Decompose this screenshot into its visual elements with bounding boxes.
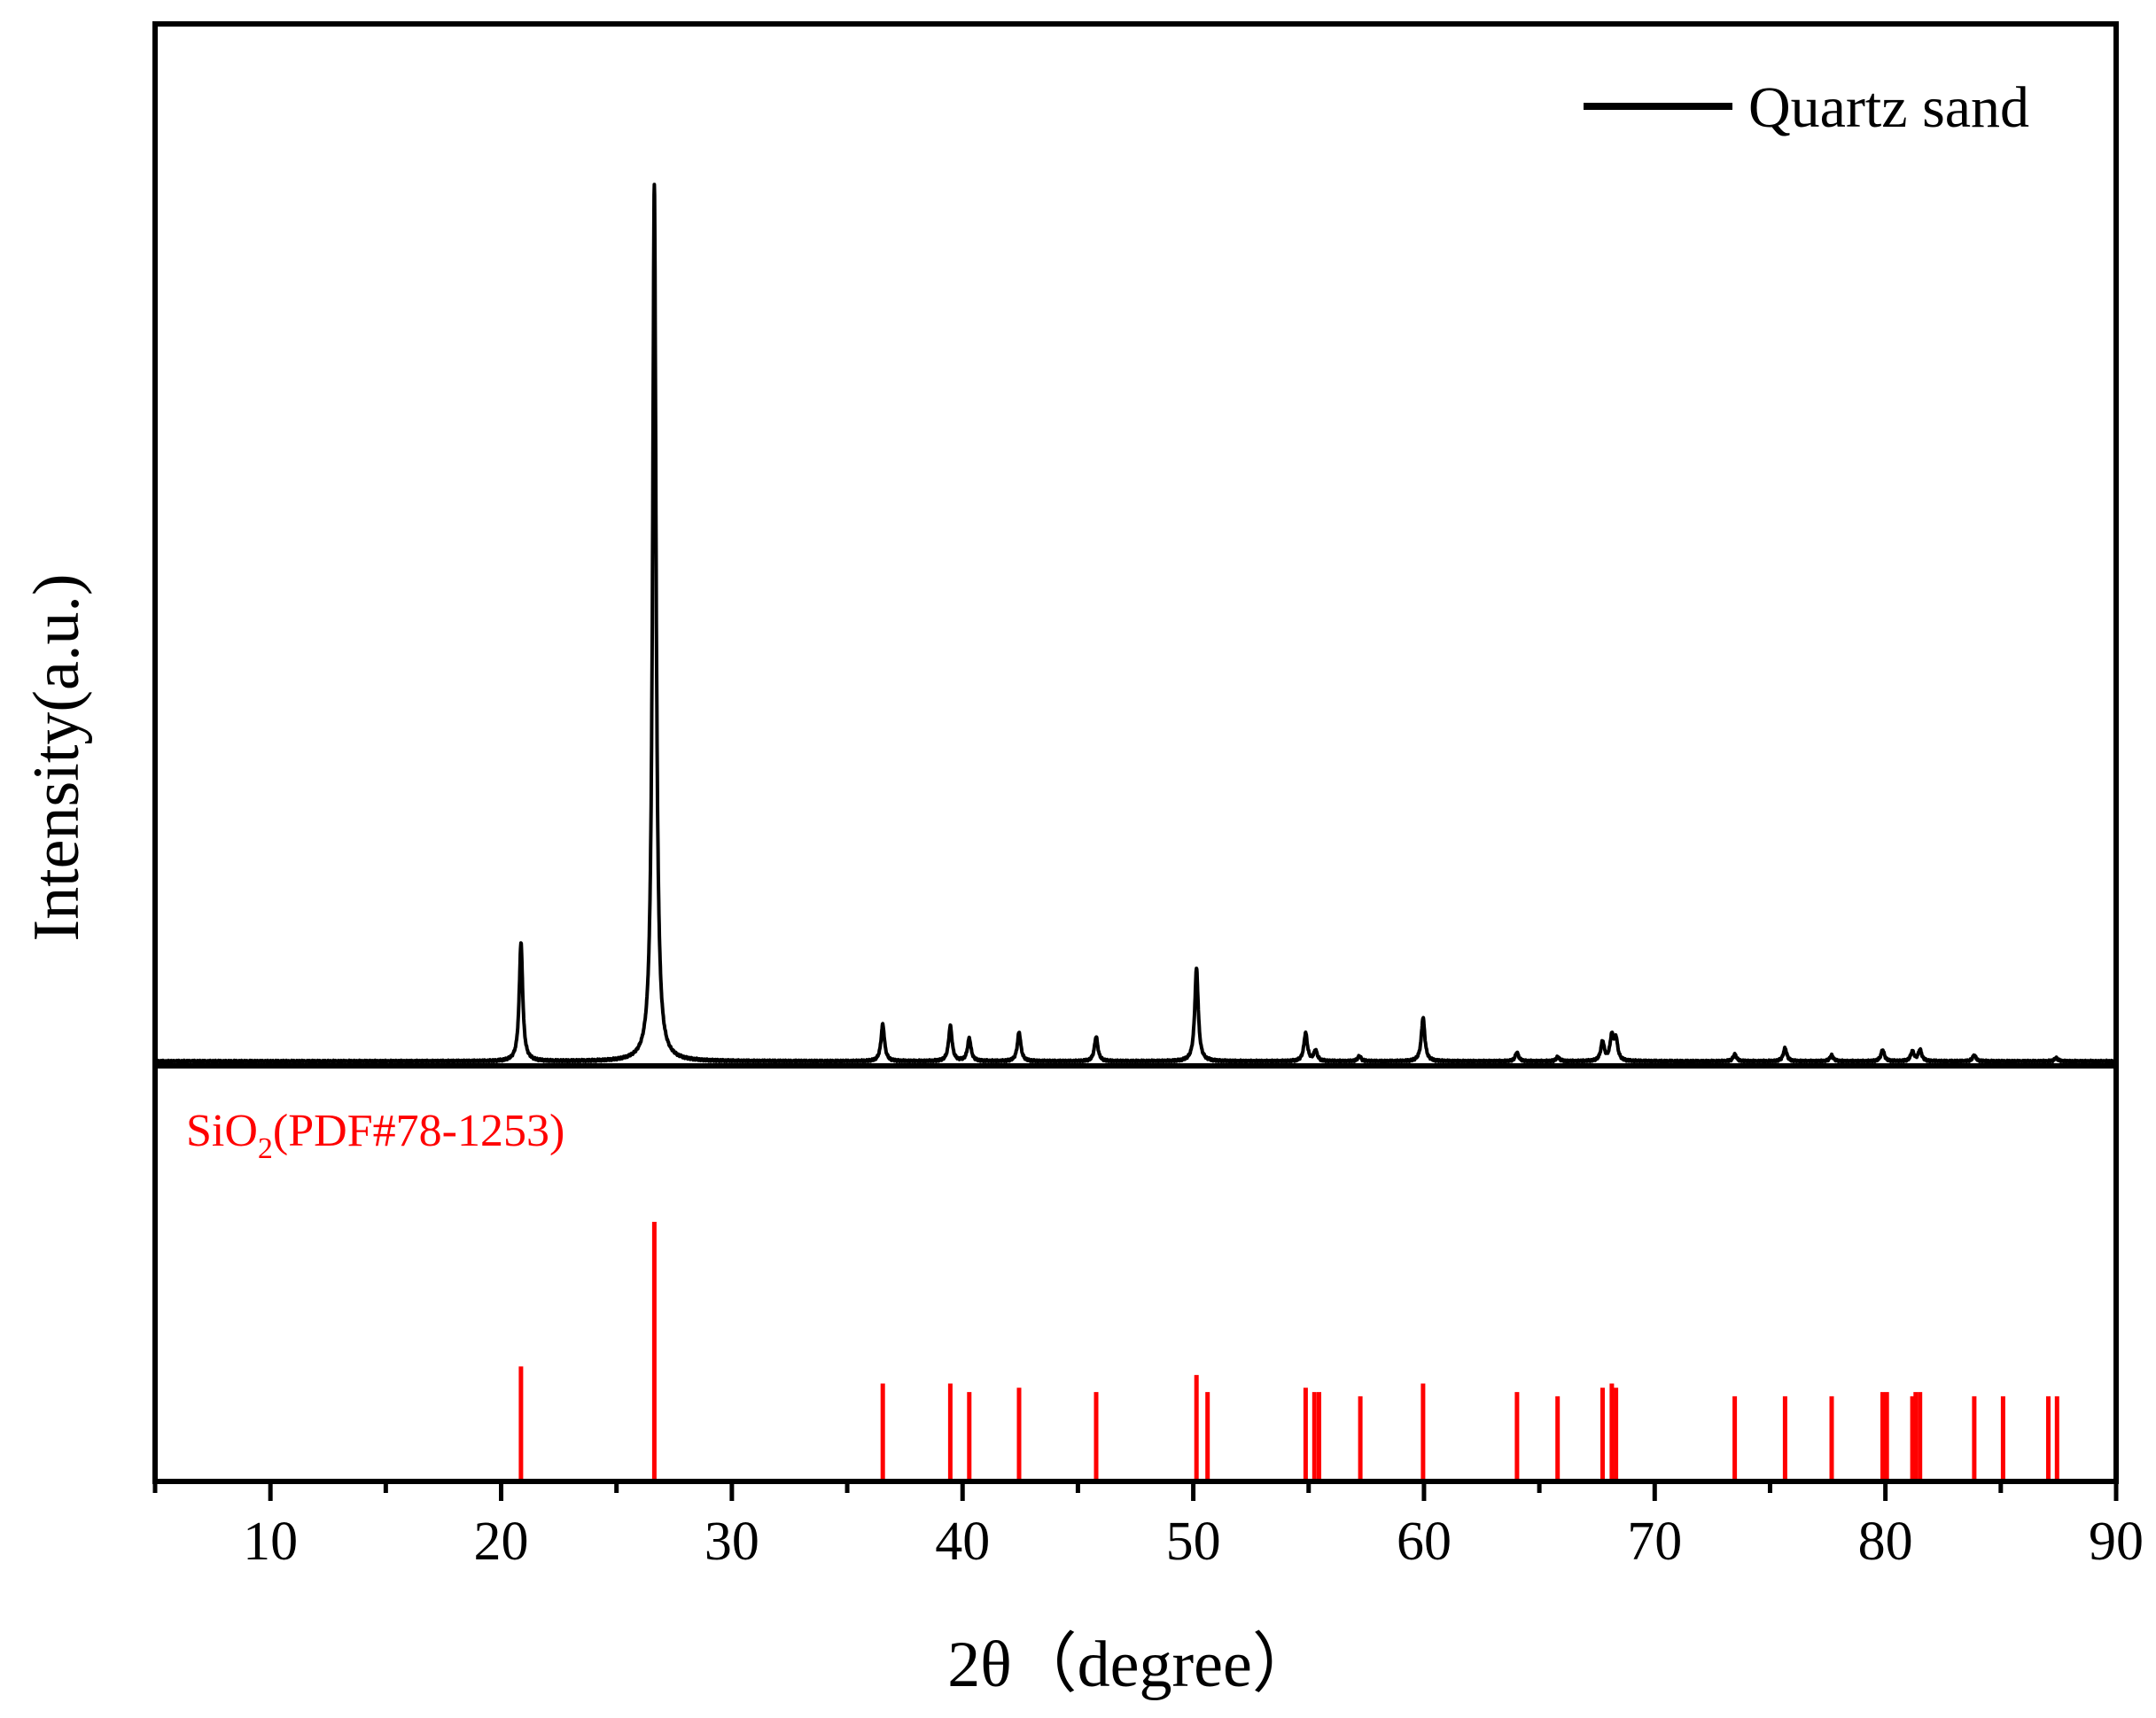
reference-label-rest: (PDF#78-1253) xyxy=(273,1106,564,1156)
x-tick-label-40: 40 xyxy=(935,1512,990,1572)
x-tick-label-90: 90 xyxy=(2089,1512,2144,1572)
reference-label: SiO2(PDF#78-1253) xyxy=(186,1106,564,1165)
x-tick-label-20: 20 xyxy=(474,1512,529,1572)
x-tick-label-60: 60 xyxy=(1397,1512,1452,1572)
legend-label-quartz-sand: Quartz sand xyxy=(1748,75,2029,140)
reference-label-subscript: 2 xyxy=(258,1132,273,1165)
x-tick-label-10: 10 xyxy=(243,1512,298,1572)
x-tick-label-80: 80 xyxy=(1858,1512,1913,1572)
pattern-panel xyxy=(153,183,2118,1063)
reference-panel xyxy=(518,1222,2059,1481)
y-axis-label: Intensity(a.u.) xyxy=(20,573,93,941)
x-tick-label-30: 30 xyxy=(704,1512,759,1572)
axes: 10 20 30 40 50 60 70 80 90 xyxy=(152,21,2144,1572)
x-axis-label: 2θ（degree） xyxy=(947,1629,1318,1701)
x-tick-label-50: 50 xyxy=(1166,1512,1221,1572)
x-tick-label-70: 70 xyxy=(1627,1512,1682,1572)
plot-frame xyxy=(152,21,2119,1484)
legend: Quartz sand xyxy=(1584,75,2029,140)
reference-label-base: SiO xyxy=(186,1106,258,1156)
series-quartz-sand-line xyxy=(153,183,2118,1063)
